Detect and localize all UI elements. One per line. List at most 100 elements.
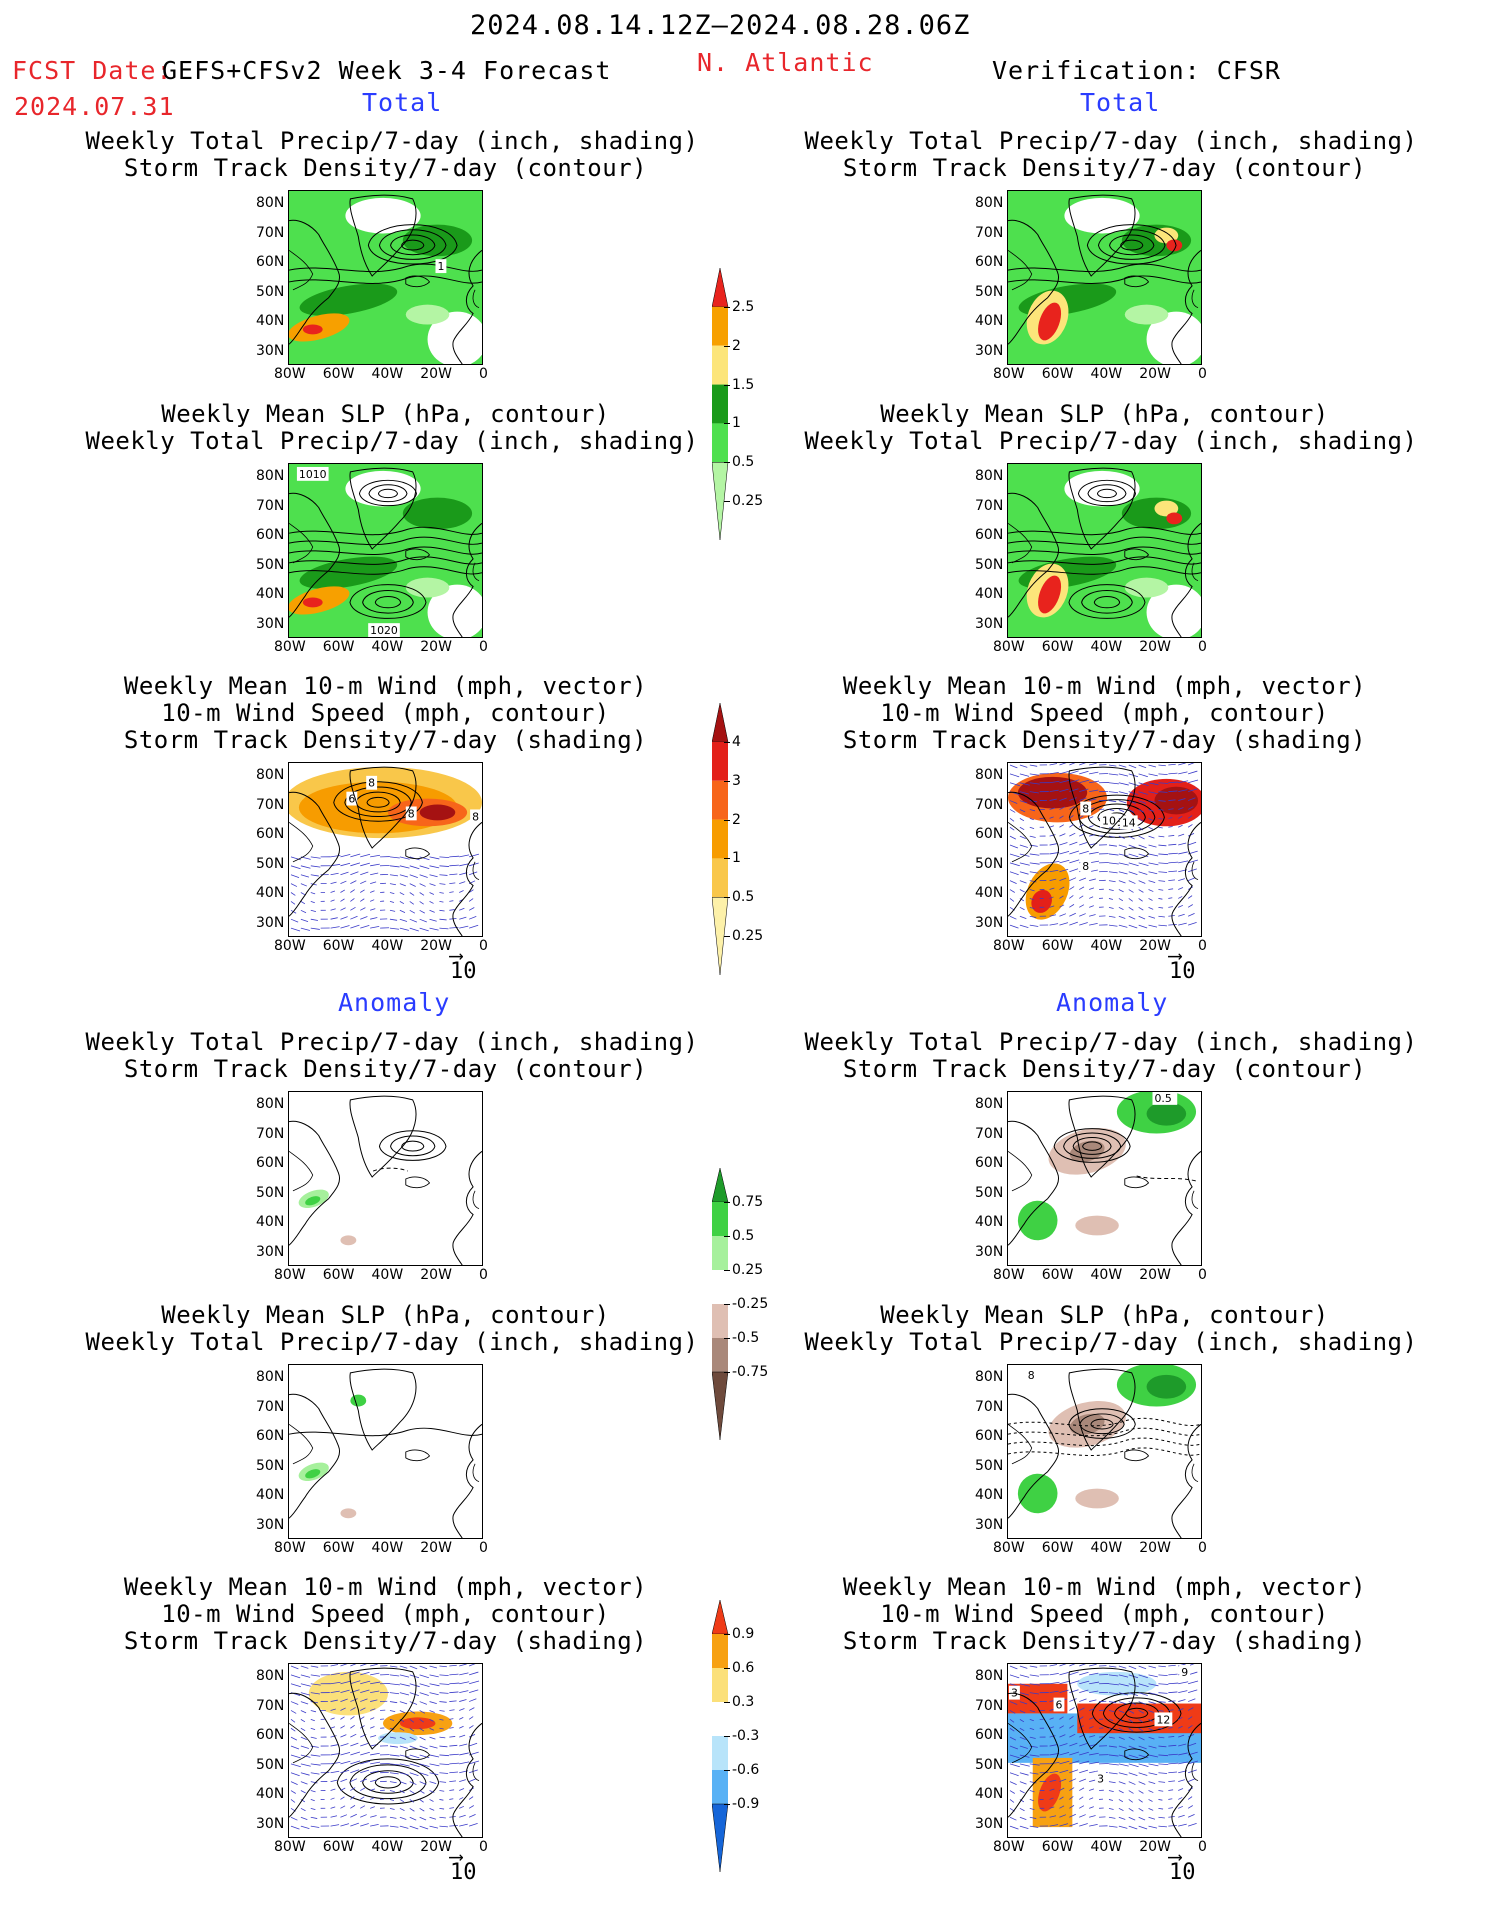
lat-tick-label: 40N	[256, 885, 285, 901]
panel-title-line: Weekly Total Precip/7-day (inch, shading…	[804, 1328, 1418, 1356]
wind-label: 9	[1179, 1664, 1191, 1679]
lat-tick-label: 50N	[256, 556, 285, 573]
panel-title-right-4: Weekly Mean SLP (hPa, contour) Weekly Tot…	[804, 1301, 1418, 1356]
colorbar-tick	[724, 897, 730, 899]
lon-tick-label: 80W	[993, 1267, 1025, 1283]
storm-density-contour	[1109, 234, 1155, 256]
panel-title-line: 10-m Wind Speed (mph, contour)	[880, 699, 1329, 727]
lat-tick-label: 30N	[975, 342, 1004, 359]
map-panel-right-0	[1007, 190, 1202, 365]
panel-title-left-0: Weekly Total Precip/7-day (inch, shading…	[86, 128, 698, 182]
wind-vectors	[1009, 763, 1199, 929]
lat-tick-label: 50N	[975, 1756, 1004, 1773]
storm-anom-neg	[378, 1732, 418, 1745]
colorbar-label: 0.25	[732, 1262, 764, 1278]
lat-tick-label: 80N	[256, 1096, 285, 1112]
panel-title-line: Storm Track Density/7-day (contour)	[842, 1055, 1367, 1083]
verification-label: Verification: CFSR	[992, 56, 1281, 85]
colorbar-label: 0.5	[732, 1228, 755, 1244]
vector-reference-arrow-icon: ⟶	[1169, 1844, 1182, 1868]
lat-tick-label: 40N	[975, 1214, 1004, 1230]
wind-label: 3	[1095, 1771, 1106, 1786]
lat-tick-label: 70N	[975, 1125, 1004, 1142]
slp-anom-contour	[1090, 1418, 1114, 1430]
lat-tick-label: 40N	[256, 1487, 285, 1503]
fcst-date-label: FCST Date:	[12, 56, 173, 85]
panel-title-line: Weekly Mean SLP (hPa, contour)	[880, 1301, 1329, 1329]
map-plot	[1008, 464, 1201, 637]
lon-tick-label: 20W	[420, 366, 452, 382]
lon-tick-label: 60W	[1041, 1540, 1074, 1556]
colorbar-tick	[724, 1804, 730, 1805]
map-panel-right-3: 0.5	[1007, 1091, 1202, 1266]
lat-tick-label: 40N	[975, 313, 1004, 329]
panel-title-line: Weekly Mean SLP (hPa, contour)	[161, 400, 610, 428]
precip-anom-neg	[340, 1235, 357, 1246]
precip-anom-neg-s	[1075, 1215, 1119, 1236]
map-plot: 868 8	[289, 763, 482, 936]
lon-tick-label: 20W	[1139, 639, 1171, 655]
panel-title-line: Storm Track Density/7-day (contour)	[842, 154, 1367, 182]
lon-tick-label: 20W	[1139, 366, 1171, 382]
map-plot: 3 6 12 3 9	[1008, 1664, 1201, 1837]
lat-tick-label: 30N	[975, 615, 1004, 632]
colorbar-label: 0.75	[732, 1194, 764, 1210]
panel-title-left-5: Weekly Mean 10-m Wind (mph, vector) 10-m …	[86, 1574, 686, 1655]
svg-text:6: 6	[348, 793, 355, 806]
max-precip-gulf	[1038, 302, 1062, 341]
max-precip-ne	[1166, 512, 1183, 525]
wind-label: 12	[1154, 1712, 1173, 1726]
fcst-date: 2024.07.31	[14, 92, 175, 121]
panel-title-line: 10-m Wind Speed (mph, contour)	[880, 1600, 1329, 1628]
slp-isobar	[1008, 526, 1201, 536]
slp-isobar	[1008, 536, 1201, 546]
lat-tick-label: 50N	[975, 556, 1004, 573]
wind-speed-contour	[344, 786, 412, 818]
slp-low-contour	[368, 484, 408, 503]
lat-tick-label: 30N	[256, 914, 285, 931]
lon-tick-label: 20W	[420, 1267, 452, 1283]
colorbar-label: 0.25	[732, 928, 764, 945]
colorbar-tick	[724, 780, 730, 782]
lat-tick-label: 50N	[256, 1756, 285, 1773]
colorbar-tick	[724, 1304, 730, 1305]
panel-title-left-3: Weekly Total Precip/7-day (inch, shading…	[86, 1029, 698, 1083]
wind-label: 8	[366, 775, 378, 790]
lat-tick-label: 60N	[256, 527, 285, 543]
map-panel-left-5	[288, 1663, 483, 1838]
lon-tick-label: 60W	[322, 1839, 355, 1855]
wind-label: 8	[405, 806, 417, 820]
lat-tick-label: 70N	[975, 1697, 1004, 1714]
svg-text:1020: 1020	[370, 624, 398, 637]
precip-anom-pos-sw	[1017, 1200, 1058, 1241]
wind-speed-anom-contour	[1125, 1707, 1149, 1719]
map-plot	[289, 1092, 482, 1265]
map-plot	[289, 1365, 482, 1538]
storm-density-max	[1017, 776, 1088, 809]
model-title: GEFS+CFSv2 Week 3-4 Forecast	[162, 56, 612, 85]
section-anomaly-left: Anomaly	[338, 988, 451, 1017]
lon-tick-label: 40W	[371, 1839, 404, 1855]
max-precip-ne	[1166, 239, 1183, 252]
slp-isobar	[1008, 566, 1201, 575]
lon-tick-label: 0	[1198, 1839, 1207, 1855]
panel-title-line: Storm Track Density/7-day (shading)	[123, 1627, 648, 1655]
colorbar-tick	[724, 1372, 730, 1373]
slp-low-contour	[377, 488, 398, 499]
colorbar-segment	[712, 1202, 728, 1236]
slp-low-contour	[358, 479, 417, 507]
vector-reference-value: 10	[1169, 1860, 1196, 1885]
max-precip-gulf	[1038, 575, 1062, 614]
lat-tick-label: 50N	[975, 855, 1004, 872]
lon-tick-label: 20W	[420, 1839, 452, 1855]
vector-reference-value: 10	[450, 959, 477, 984]
lon-tick-label: 80W	[993, 1540, 1025, 1556]
precip-anom-pos-hi	[305, 1469, 321, 1479]
slp-anom-contour	[1068, 1408, 1136, 1439]
lon-tick-label: 20W	[1139, 1267, 1171, 1283]
map-panel-left-1: 1010 1020	[288, 463, 483, 638]
colorbar-tick	[724, 501, 730, 503]
colorbar-top-arrow	[712, 1600, 729, 1635]
lat-tick-label: 80N	[975, 195, 1004, 211]
lon-tick-label: 60W	[322, 1267, 355, 1283]
